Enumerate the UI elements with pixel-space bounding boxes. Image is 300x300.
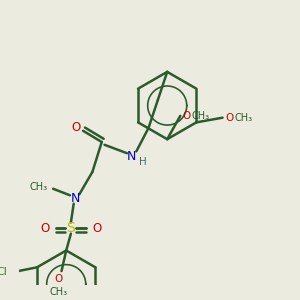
Text: O: O [72,122,81,134]
Text: O: O [183,111,191,121]
Text: CH₃: CH₃ [29,182,47,192]
Text: CH₃: CH₃ [50,286,68,297]
Text: O: O [225,113,233,123]
Text: CH₃: CH₃ [234,113,252,123]
Text: N: N [127,149,136,163]
Text: O: O [92,221,102,235]
Text: Cl: Cl [0,267,7,277]
Text: CH₃: CH₃ [192,111,210,121]
Text: H: H [139,157,147,166]
Text: N: N [71,192,80,205]
Text: O: O [55,274,63,284]
Text: O: O [40,221,49,235]
Text: S: S [67,221,75,235]
